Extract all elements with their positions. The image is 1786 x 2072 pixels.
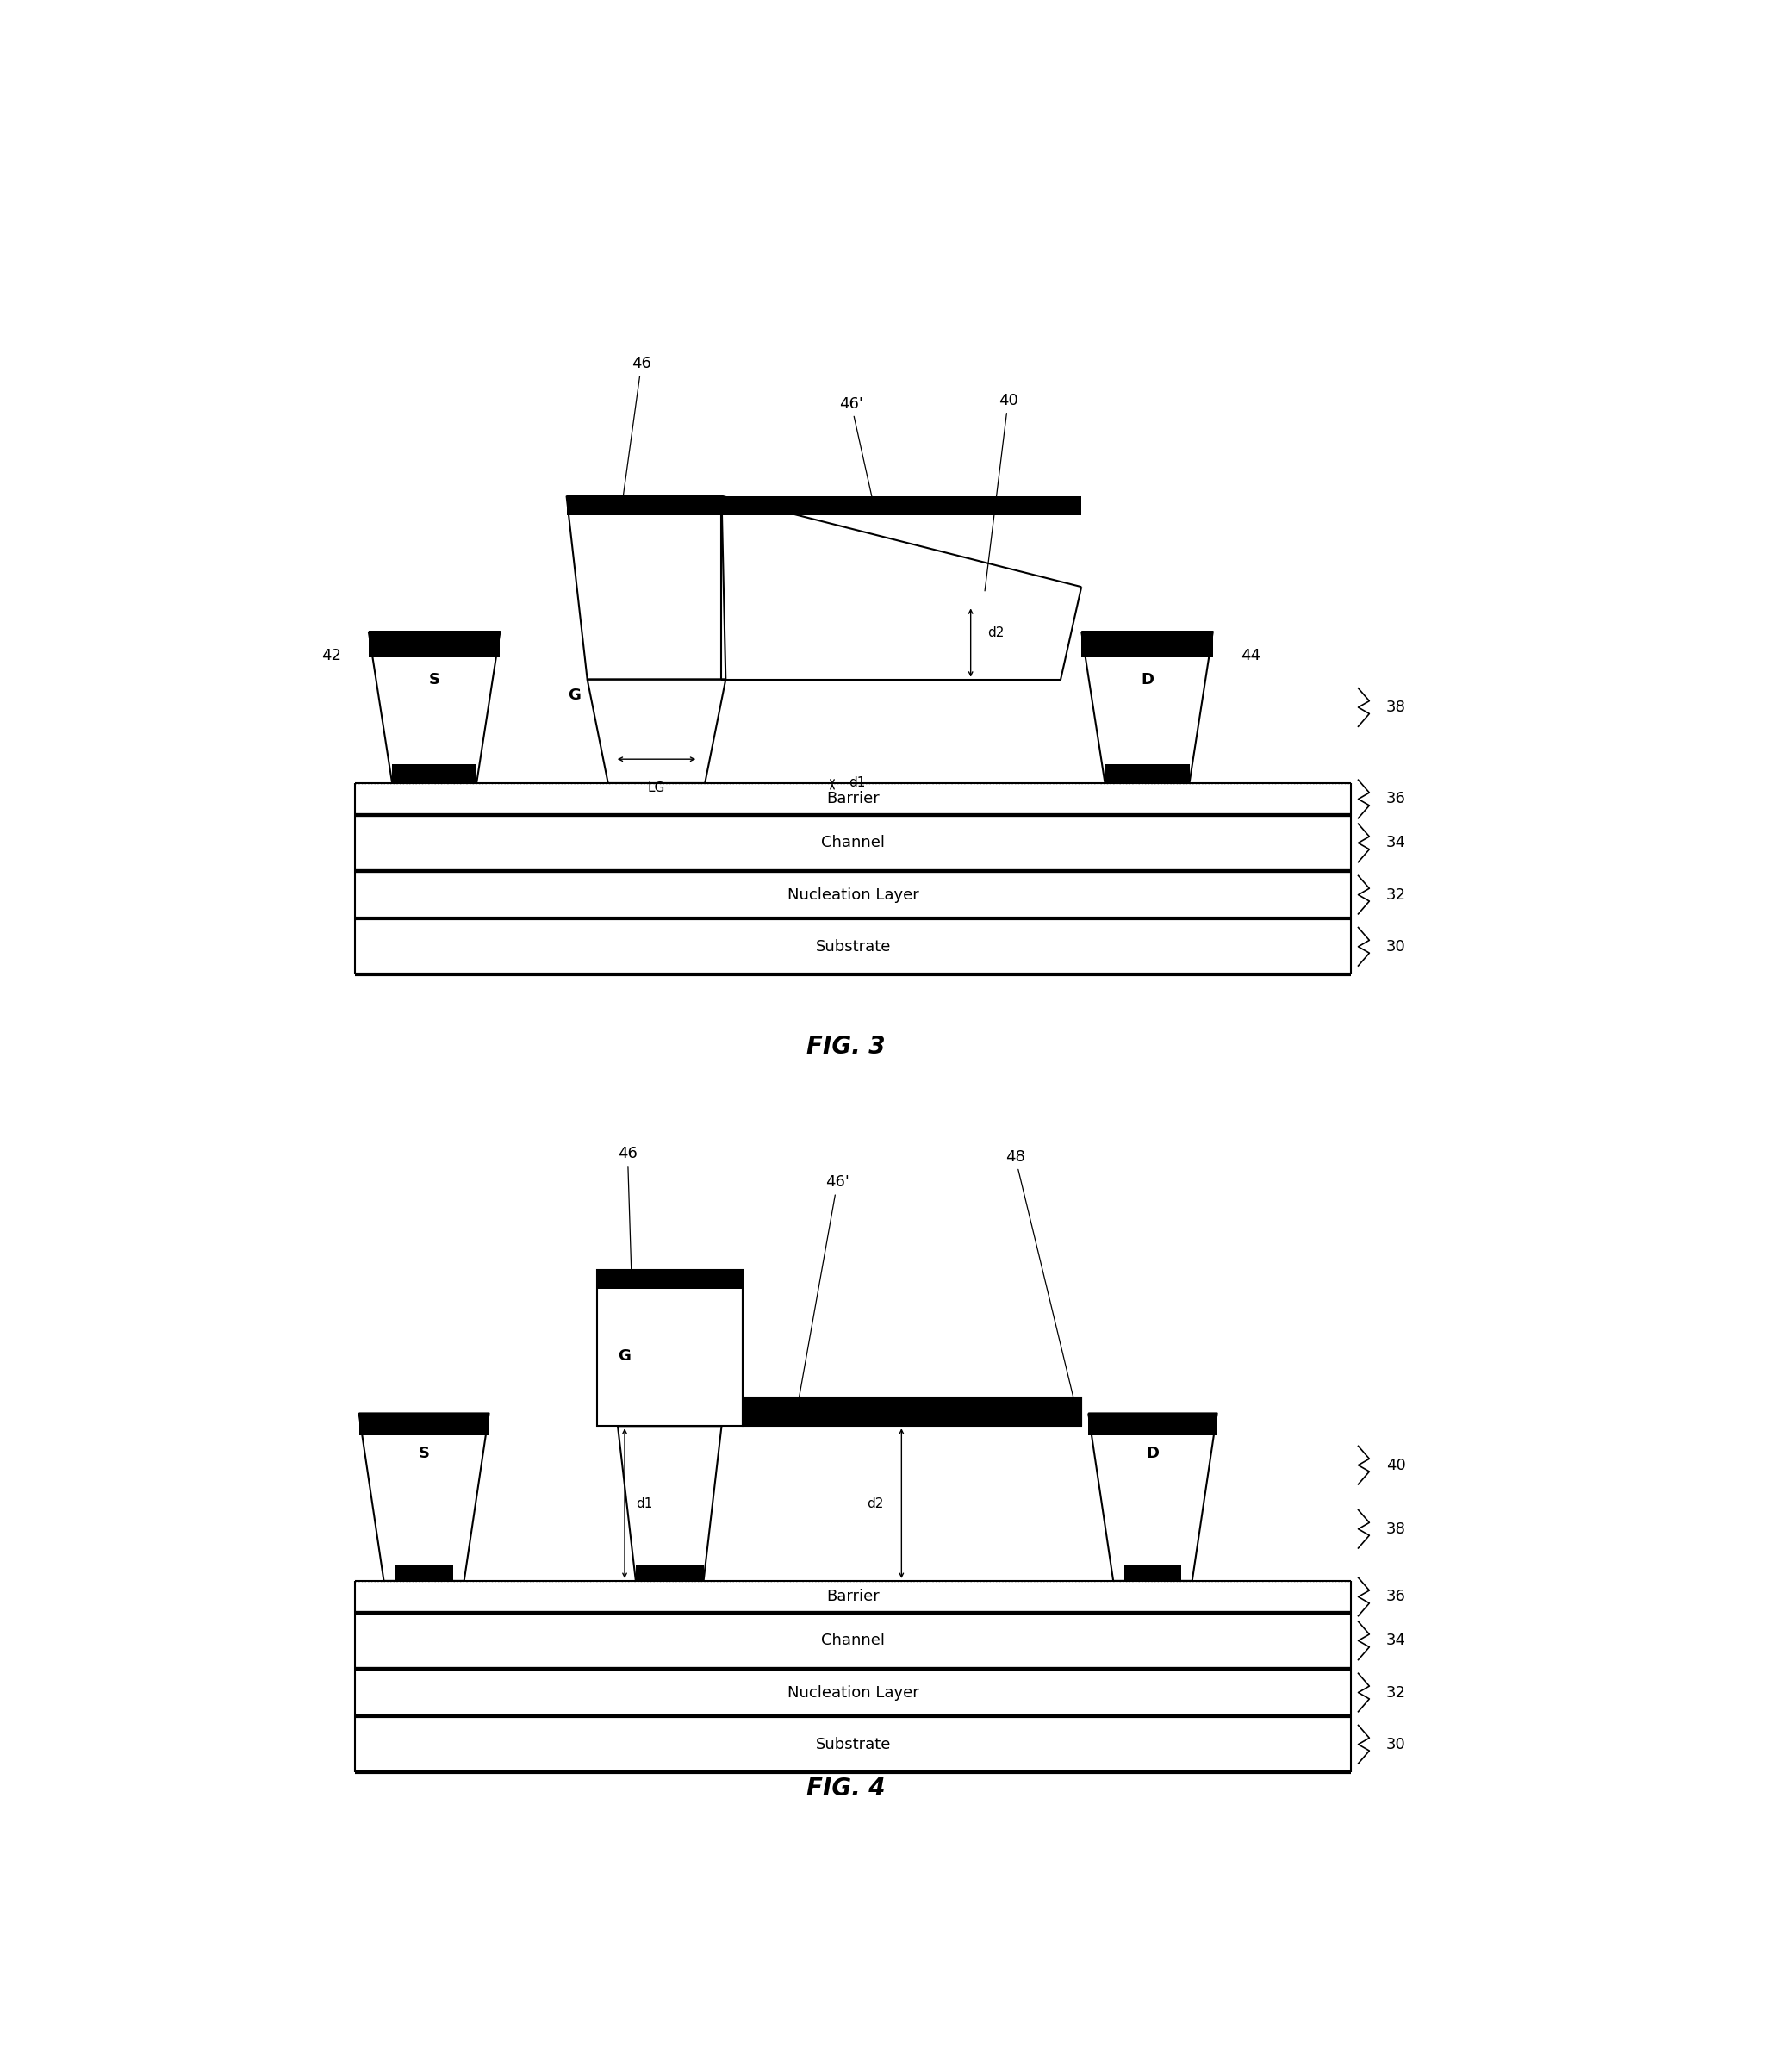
Text: Channel: Channel [822, 1633, 884, 1649]
Bar [566, 495, 722, 516]
Bar [1088, 1413, 1216, 1436]
Text: 42: 42 [321, 649, 341, 663]
Text: d2: d2 [866, 1496, 884, 1510]
Text: G: G [568, 688, 580, 702]
Text: 38: 38 [1386, 700, 1406, 715]
Text: d1: d1 [848, 777, 866, 789]
Text: S: S [429, 671, 439, 688]
Text: 30: 30 [1386, 1736, 1406, 1753]
Text: D: D [1141, 671, 1154, 688]
Text: 32: 32 [1386, 1685, 1406, 1701]
Text: 46: 46 [618, 1146, 638, 1276]
Text: Channel: Channel [822, 835, 884, 852]
Text: Barrier: Barrier [827, 792, 880, 806]
Bar [1125, 1564, 1181, 1581]
Text: d1: d1 [636, 1496, 652, 1510]
Bar [359, 1413, 489, 1436]
Text: d3: d3 [1002, 1405, 1020, 1417]
Text: 34: 34 [1386, 835, 1406, 852]
Text: 46: 46 [622, 356, 652, 503]
Text: 48: 48 [1006, 1150, 1073, 1401]
Text: 46': 46' [798, 1175, 850, 1403]
Text: 40: 40 [984, 394, 1018, 591]
Text: 32: 32 [1386, 887, 1406, 903]
Text: Substrate: Substrate [816, 1736, 891, 1753]
Bar [722, 495, 1082, 516]
Bar [743, 1397, 1082, 1413]
Text: 36: 36 [1386, 792, 1406, 806]
Bar [636, 1564, 704, 1581]
Text: 36: 36 [1386, 1589, 1406, 1604]
Bar [1106, 765, 1189, 783]
Text: Barrier: Barrier [827, 1589, 880, 1604]
Text: G: G [618, 1349, 630, 1363]
Text: d2: d2 [988, 626, 1004, 640]
Bar [597, 1270, 743, 1426]
Bar [597, 1270, 743, 1289]
Text: D: D [1147, 1446, 1159, 1461]
Text: 30: 30 [1386, 939, 1406, 955]
Text: 34: 34 [1386, 1633, 1406, 1649]
Text: Nucleation Layer: Nucleation Layer [788, 887, 918, 903]
Text: S: S [418, 1446, 430, 1461]
Text: Substrate: Substrate [816, 939, 891, 955]
Text: 40: 40 [1386, 1457, 1406, 1473]
Text: 38: 38 [1386, 1521, 1406, 1537]
Text: Nucleation Layer: Nucleation Layer [788, 1685, 918, 1701]
Bar [395, 1564, 454, 1581]
Bar [743, 1413, 1082, 1426]
Bar [743, 1397, 1082, 1426]
Bar [393, 765, 477, 783]
Bar [1082, 632, 1213, 657]
Text: 44: 44 [1241, 649, 1261, 663]
Text: FIG. 3: FIG. 3 [807, 1034, 886, 1059]
Text: 46': 46' [839, 396, 873, 503]
Bar [368, 632, 500, 657]
Text: LG: LG [648, 781, 664, 794]
Text: FIG. 4: FIG. 4 [807, 1776, 886, 1801]
